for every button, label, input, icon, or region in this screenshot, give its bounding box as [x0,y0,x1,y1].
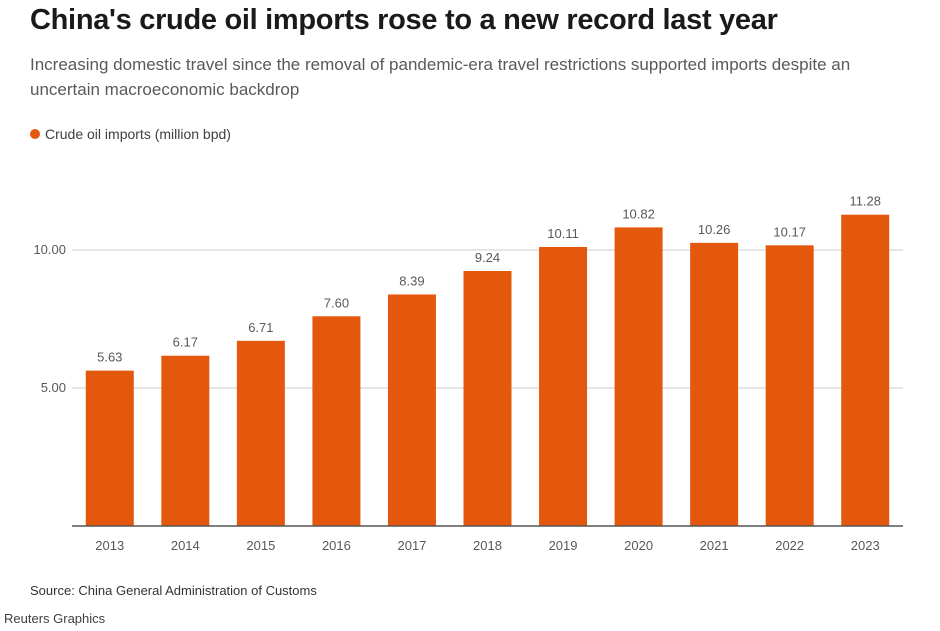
bar [539,246,588,526]
bar [312,316,361,526]
chart-subtitle: Increasing domestic travel since the rem… [30,55,851,99]
data-label: 6.17 [173,335,198,350]
x-tick-label: 2014 [171,538,200,553]
data-label: 5.63 [97,350,122,365]
bar [765,245,814,526]
bar [387,294,436,526]
bar [161,355,210,526]
credit-note: Reuters Graphics [4,611,106,626]
source-note: Source: China General Administration of … [30,583,317,598]
y-tick-label: 10.00 [33,242,66,257]
data-label: 8.39 [399,273,424,288]
x-tick-label: 2017 [397,538,426,553]
bar [463,271,512,526]
x-tick-label: 2018 [473,538,502,553]
data-label: 9.24 [475,250,500,265]
legend-swatch [30,129,40,139]
bar [841,214,890,526]
bar [690,242,739,526]
data-label: 11.28 [849,194,881,209]
data-label: 10.17 [773,224,806,239]
bar [614,227,663,526]
data-label: 10.26 [698,222,731,237]
chart-title: China's crude oil imports rose to a new … [30,4,778,36]
legend: Crude oil imports (million bpd) [30,126,231,142]
x-tick-label: 2019 [549,538,578,553]
x-tick-label: 2023 [851,538,880,553]
legend-label: Crude oil imports (million bpd) [45,126,231,142]
x-tick-label: 2013 [95,538,124,553]
bar [85,370,134,526]
x-tick-label: 2015 [246,538,275,553]
data-label: 10.11 [547,226,579,241]
data-label: 7.60 [324,295,349,310]
y-tick-label: 5.00 [41,380,66,395]
data-label: 6.71 [248,320,273,335]
bar [236,340,285,526]
x-tick-label: 2020 [624,538,653,553]
x-tick-label: 2021 [700,538,729,553]
x-tick-label: 2016 [322,538,351,553]
data-label: 10.82 [622,206,655,221]
x-tick-label: 2022 [775,538,804,553]
